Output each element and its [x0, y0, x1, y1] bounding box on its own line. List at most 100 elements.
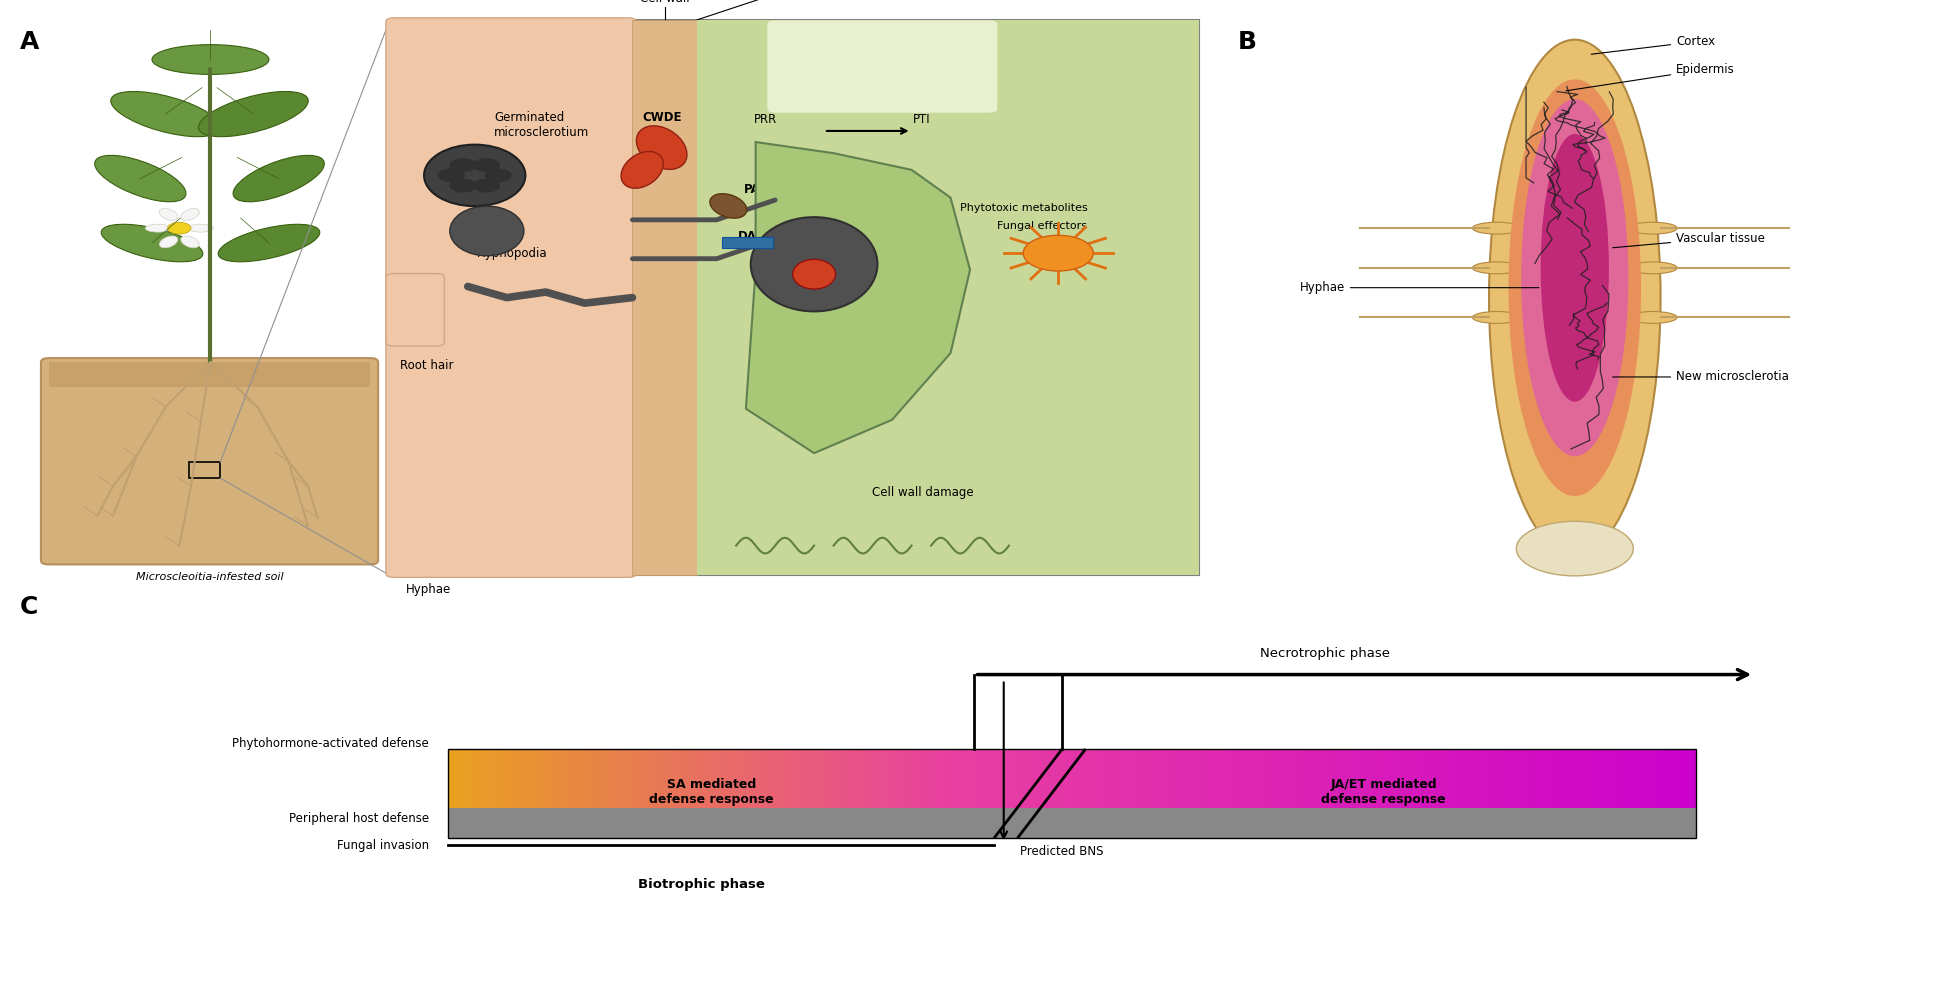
Bar: [1126, 749, 1130, 808]
Bar: [1155, 749, 1159, 808]
Ellipse shape: [709, 193, 746, 218]
Bar: [569, 749, 573, 808]
Bar: [577, 749, 581, 808]
Bar: [390, 20, 1198, 575]
Bar: [1027, 749, 1030, 808]
Bar: [980, 749, 984, 808]
Bar: [1533, 749, 1537, 808]
Bar: [1321, 749, 1325, 808]
Bar: [1395, 749, 1401, 808]
Text: C: C: [19, 595, 37, 619]
Bar: [514, 749, 518, 808]
Bar: [719, 749, 723, 808]
Bar: [1151, 749, 1155, 808]
Bar: [1346, 749, 1350, 808]
Bar: [1500, 749, 1504, 808]
Bar: [672, 749, 676, 808]
Circle shape: [450, 179, 477, 192]
Bar: [1508, 749, 1512, 808]
Bar: [1482, 749, 1486, 808]
Bar: [1582, 749, 1588, 808]
Ellipse shape: [621, 152, 662, 188]
Bar: [906, 749, 910, 808]
Bar: [715, 749, 719, 808]
Ellipse shape: [425, 145, 526, 206]
Ellipse shape: [111, 91, 220, 137]
Bar: [1375, 749, 1379, 808]
Bar: [1371, 749, 1375, 808]
Bar: [1687, 749, 1691, 808]
Bar: [805, 749, 810, 808]
Text: B: B: [1237, 30, 1256, 54]
Ellipse shape: [101, 224, 203, 262]
Bar: [789, 749, 793, 808]
Bar: [1471, 749, 1475, 808]
Text: Hyphae: Hyphae: [1299, 281, 1539, 295]
Bar: [771, 749, 777, 808]
Bar: [1050, 749, 1054, 808]
Ellipse shape: [637, 126, 686, 170]
Bar: [1288, 749, 1292, 808]
Ellipse shape: [234, 156, 323, 201]
FancyBboxPatch shape: [386, 18, 635, 577]
Bar: [1629, 749, 1632, 808]
Bar: [668, 749, 672, 808]
Bar: [964, 749, 968, 808]
Bar: [664, 749, 668, 808]
Bar: [818, 749, 822, 808]
Bar: [1258, 749, 1262, 808]
Bar: [581, 749, 584, 808]
Bar: [727, 749, 730, 808]
Bar: [1005, 749, 1009, 808]
Bar: [1350, 749, 1354, 808]
Bar: [1599, 749, 1603, 808]
Text: SA mediated
defense response: SA mediated defense response: [649, 778, 773, 806]
Bar: [1329, 749, 1332, 808]
Ellipse shape: [218, 224, 319, 262]
Bar: [189, 462, 220, 478]
Bar: [1428, 749, 1434, 808]
Bar: [1424, 749, 1428, 808]
Bar: [573, 749, 577, 808]
Bar: [469, 749, 473, 808]
Bar: [801, 749, 805, 808]
Bar: [1295, 749, 1299, 808]
Bar: [793, 749, 797, 808]
Text: Hyphopodia: Hyphopodia: [477, 247, 547, 260]
Bar: [1196, 749, 1200, 808]
Bar: [618, 749, 623, 808]
Bar: [1669, 749, 1673, 808]
Ellipse shape: [1473, 311, 1521, 323]
Bar: [1097, 749, 1101, 808]
Bar: [1192, 749, 1196, 808]
Bar: [814, 749, 818, 808]
Ellipse shape: [1508, 79, 1640, 496]
Bar: [1673, 749, 1677, 808]
Bar: [892, 749, 896, 808]
Bar: [1449, 749, 1453, 808]
Bar: [1442, 749, 1445, 808]
Bar: [840, 749, 843, 808]
Ellipse shape: [95, 156, 185, 201]
Text: Cortex: Cortex: [1590, 35, 1714, 55]
Bar: [781, 749, 785, 808]
Text: Predicted BNS: Predicted BNS: [1021, 845, 1103, 858]
Bar: [1383, 749, 1387, 808]
Bar: [855, 749, 859, 808]
Bar: [690, 749, 693, 808]
Bar: [543, 749, 547, 808]
Bar: [1445, 749, 1449, 808]
Bar: [1332, 749, 1338, 808]
Ellipse shape: [1488, 40, 1660, 556]
Bar: [1221, 749, 1225, 808]
Text: Cell wall: Cell wall: [639, 0, 690, 5]
Bar: [947, 749, 951, 808]
Bar: [1214, 749, 1218, 808]
Bar: [1175, 749, 1179, 808]
Bar: [1607, 749, 1611, 808]
Bar: [1071, 749, 1075, 808]
Bar: [1420, 749, 1424, 808]
Bar: [1225, 749, 1229, 808]
Bar: [1358, 749, 1362, 808]
Bar: [1112, 749, 1116, 808]
